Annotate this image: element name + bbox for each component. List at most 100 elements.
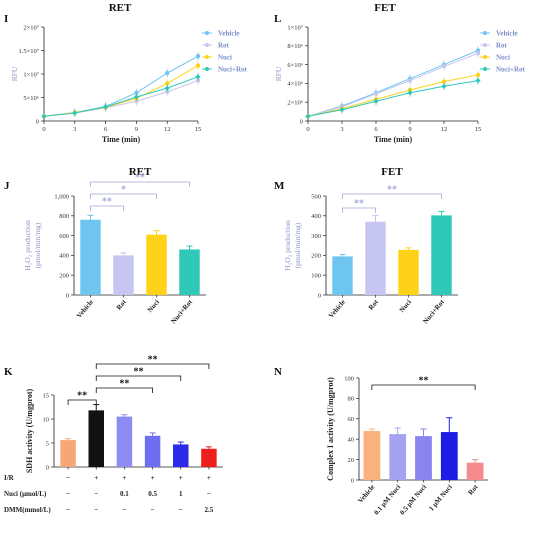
y-axis-label: RFU bbox=[10, 66, 19, 81]
bar bbox=[466, 462, 484, 480]
significance-bracket bbox=[342, 193, 442, 199]
bar bbox=[440, 432, 458, 480]
y-tick-label: 1,000 bbox=[54, 193, 69, 200]
row-label: DMM(mmol/L) bbox=[4, 506, 51, 514]
row-value: + bbox=[151, 474, 155, 482]
significance-label: ** bbox=[77, 391, 87, 402]
bar bbox=[332, 256, 353, 295]
y-axis-label: H₂O₂ production bbox=[23, 220, 32, 271]
panel-letter: N bbox=[274, 366, 282, 378]
data-point bbox=[441, 64, 447, 69]
significance-label: ** bbox=[134, 367, 144, 378]
y-tick-label: 5 bbox=[46, 440, 49, 447]
y-axis-label: RFU bbox=[274, 66, 283, 81]
panel-letter: M bbox=[274, 180, 285, 192]
row-value: − bbox=[66, 506, 70, 514]
row-value: + bbox=[122, 474, 126, 482]
row-value: − bbox=[207, 490, 211, 498]
data-point bbox=[407, 90, 413, 96]
x-tick-label: 0 bbox=[42, 126, 45, 133]
y-tick-label: 0 bbox=[318, 292, 321, 299]
row-value: + bbox=[207, 474, 211, 482]
legend-label: Rot bbox=[218, 42, 230, 50]
row-value: 0.5 bbox=[148, 490, 157, 498]
chart-title: RET bbox=[129, 166, 152, 178]
panel-letter: K bbox=[4, 366, 13, 378]
data-point bbox=[373, 98, 379, 104]
bar bbox=[431, 215, 452, 295]
panel-l: L FET 0 2×10⁶ 4×10⁶ 6×10⁶ 8×10⁶ 1×10⁷ 0 3 6 9 12 15 Ti… bbox=[274, 2, 526, 144]
x-tick-label: Vehicle bbox=[75, 298, 95, 320]
legend-label: Nuci bbox=[496, 54, 510, 62]
significance-label: ** bbox=[102, 197, 112, 208]
y-tick-label: 0 bbox=[300, 118, 303, 125]
legend-label: Nuci+Rot bbox=[218, 66, 248, 74]
y-tick-label: 300 bbox=[311, 233, 321, 240]
bar bbox=[365, 221, 386, 295]
bar bbox=[116, 416, 133, 467]
x-tick-label: Nuci+Rot bbox=[169, 298, 194, 326]
y-tick-label: 1.5×10⁷ bbox=[18, 48, 39, 55]
significance-bracket bbox=[90, 193, 157, 199]
bar bbox=[144, 435, 161, 467]
y-axis-label: SDH activity (U/mgprot) bbox=[25, 389, 34, 474]
y-tick-label: 0 bbox=[36, 118, 39, 125]
significance-bracket bbox=[90, 205, 124, 211]
panel-letter: J bbox=[4, 180, 10, 192]
row-value: − bbox=[66, 490, 70, 498]
x-tick-label: 15 bbox=[195, 126, 202, 133]
row-value: 0.1 bbox=[120, 490, 129, 498]
series-line-vehicle bbox=[43, 55, 199, 117]
row-value: 1 bbox=[179, 490, 183, 498]
y-axis-unit: (pmol/min/mg) bbox=[33, 222, 42, 268]
chart-title: FET bbox=[374, 2, 396, 14]
y-tick-label: 1×10⁷ bbox=[287, 24, 303, 31]
y-tick-label: 40 bbox=[348, 437, 355, 444]
significance-bracket bbox=[95, 363, 210, 369]
y-tick-label: 400 bbox=[59, 253, 69, 260]
bar bbox=[389, 434, 407, 480]
legend-label: Nuci bbox=[218, 54, 232, 62]
y-tick-label: 0 bbox=[46, 464, 49, 471]
data-point bbox=[133, 94, 139, 100]
significance-label: * bbox=[121, 185, 126, 196]
legend-marker bbox=[205, 43, 209, 47]
panel-letter: I bbox=[4, 13, 8, 25]
x-tick-label: 9 bbox=[135, 126, 138, 133]
x-tick-label: 1 μM Nuci bbox=[427, 483, 453, 512]
y-tick-label: 10 bbox=[43, 416, 50, 423]
row-label: Nuci (μmol/L) bbox=[4, 490, 47, 498]
y-tick-label: 2×10⁶ bbox=[287, 100, 303, 107]
x-tick-label: 6 bbox=[374, 126, 378, 133]
x-tick-label: Nuci bbox=[398, 298, 413, 314]
y-tick-label: 1×10⁷ bbox=[23, 71, 39, 78]
y-tick-label: 80 bbox=[348, 396, 355, 403]
chart-title: RET bbox=[109, 2, 132, 14]
series-line-nuci-rot bbox=[307, 80, 479, 117]
data-point bbox=[165, 70, 170, 76]
bar bbox=[60, 440, 76, 467]
y-tick-label: 2×10⁷ bbox=[23, 24, 39, 31]
bar bbox=[80, 219, 101, 295]
data-point bbox=[164, 85, 170, 91]
row-value: − bbox=[94, 506, 98, 514]
series-line-vehicle bbox=[307, 50, 479, 117]
data-point bbox=[134, 90, 139, 96]
series-line-nuci-rot bbox=[43, 76, 199, 117]
y-axis-label: H₂O₂ production bbox=[283, 220, 292, 271]
row-value: − bbox=[179, 506, 183, 514]
panel-letter: L bbox=[274, 13, 281, 25]
legend-marker bbox=[483, 67, 487, 71]
data-point bbox=[41, 113, 47, 119]
data-point bbox=[373, 91, 379, 96]
y-axis-unit: (pmol/min/mg) bbox=[293, 222, 302, 268]
panel-m: M FET 0 100 200 300 400 500 Vehicle Rot Nuci Nuci+R… bbox=[274, 166, 458, 325]
bar bbox=[398, 249, 419, 295]
bar bbox=[173, 444, 189, 467]
legend-label: Rot bbox=[496, 42, 508, 50]
y-tick-label: 400 bbox=[311, 213, 321, 220]
x-tick-label: 0 bbox=[306, 126, 309, 133]
data-point bbox=[441, 83, 447, 89]
